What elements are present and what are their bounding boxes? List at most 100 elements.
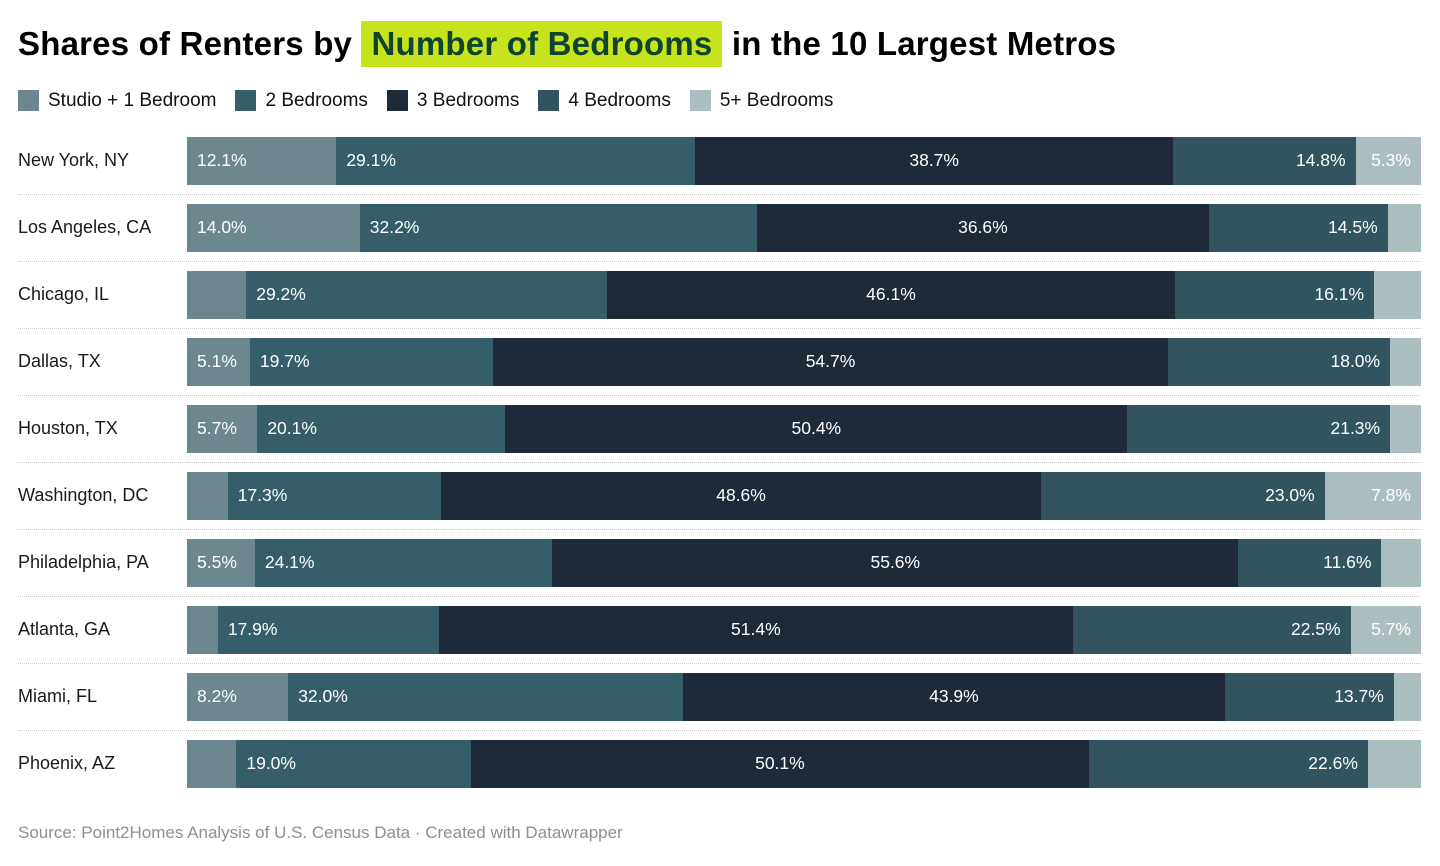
segment-value-label: 48.6% — [716, 485, 766, 506]
title-highlight: Number of Bedrooms — [361, 21, 723, 67]
bar-segment-2-bedrooms: 32.0% — [288, 672, 684, 721]
row-divider — [18, 528, 1421, 530]
segment-value-label: 20.1% — [267, 418, 317, 439]
segment-value-label: 13.7% — [1334, 686, 1384, 707]
stacked-bar: 12.1% 29.1% 38.7% 14.8% 5.3% — [187, 136, 1421, 185]
metro-row: Phoenix, AZ 19.0% 50.1% 22.6% — [18, 739, 1421, 788]
metro-row: Dallas, TX 5.1% 19.7% 54.7% 18.0% — [18, 337, 1421, 386]
segment-value-label: 8.2% — [197, 686, 237, 707]
bar-segment-studio-1-bedroom — [187, 471, 228, 520]
metro-row: Houston, TX 5.7% 20.1% 50.4% 21.3% — [18, 404, 1421, 453]
segment-value-label: 54.7% — [805, 351, 856, 372]
stacked-bar: 5.5% 24.1% 55.6% 11.6% — [187, 538, 1421, 587]
metro-row: Washington, DC 17.3% 48.6% 23.0% 7.8% — [18, 471, 1421, 520]
bar-segment-studio-1-bedroom: 12.1% — [187, 136, 337, 185]
row-divider — [18, 595, 1421, 597]
metro-label: Phoenix, AZ — [18, 753, 116, 774]
legend-item-3-bedrooms: 3 Bedrooms — [386, 90, 519, 112]
bar-segment-2-bedrooms: 29.1% — [336, 136, 696, 185]
legend-item-4-bedrooms: 4 Bedrooms — [538, 90, 671, 112]
segment-value-label: 17.3% — [237, 485, 288, 506]
segment-value-label: 7.8% — [1371, 485, 1411, 506]
segment-value-label: 5.7% — [1371, 619, 1411, 640]
legend-item-studio-1-bedroom: Studio + 1 Bedroom — [18, 90, 216, 112]
segment-value-label: 5.5% — [197, 552, 237, 573]
segment-value-label: 22.5% — [1291, 619, 1341, 640]
stacked-bar-chart: New York, NY 12.1% 29.1% 38.7% 14.8% 5.3% Los … — [18, 136, 1421, 788]
bar-segment-5-plus-bedrooms: 7.8% — [1324, 471, 1421, 520]
segment-value-label: 38.7% — [909, 150, 959, 171]
segment-value-label: 12.1% — [197, 150, 247, 171]
segment-value-label: 36.6% — [958, 217, 1008, 238]
bar-segment-4-bedrooms: 14.5% — [1208, 203, 1388, 252]
metro-label: New York, NY — [18, 150, 130, 171]
legend-item-2-bedrooms: 2 Bedrooms — [235, 89, 368, 112]
segment-value-label: 5.7% — [197, 418, 237, 439]
bar-segment-2-bedrooms: 19.7% — [249, 337, 494, 386]
row-divider — [18, 327, 1421, 329]
bar-segment-studio-1-bedroom: 8.2% — [187, 672, 289, 721]
metro-row: Philadelphia, PA 5.5% 24.1% 55.6% 11.6% — [18, 538, 1421, 587]
stacked-bar: 5.1% 19.7% 54.7% 18.0% — [187, 337, 1421, 386]
bar-segment-studio-1-bedroom — [187, 270, 247, 319]
segment-value-label: 55.6% — [870, 552, 921, 573]
segment-value-label: 50.1% — [755, 753, 805, 774]
bar-segment-4-bedrooms: 11.6% — [1238, 538, 1382, 587]
bar-segment-5-plus-bedrooms — [1381, 538, 1421, 587]
bar-segment-2-bedrooms: 20.1% — [257, 404, 506, 453]
segment-value-label: 32.2% — [369, 217, 420, 238]
bar-segment-4-bedrooms: 22.5% — [1072, 605, 1351, 654]
bar-segment-5-plus-bedrooms — [1387, 203, 1421, 252]
segment-value-label: 5.1% — [197, 351, 237, 372]
bar-segment-4-bedrooms: 13.7% — [1224, 672, 1394, 721]
bar-segment-5-plus-bedrooms — [1393, 672, 1421, 721]
bar-segment-studio-1-bedroom: 5.7% — [187, 404, 258, 453]
segment-value-label: 23.0% — [1265, 485, 1315, 506]
bar-segment-5-plus-bedrooms: 5.3% — [1355, 136, 1421, 185]
bar-segment-5-plus-bedrooms: 5.7% — [1350, 605, 1421, 654]
segment-value-label: 29.2% — [256, 284, 306, 305]
legend-label: 2 Bedrooms — [265, 89, 368, 111]
stacked-bar: 17.3% 48.6% 23.0% 7.8% — [187, 471, 1421, 520]
row-divider — [18, 394, 1421, 396]
row-divider — [18, 193, 1421, 195]
bar-segment-3-bedrooms: 48.6% — [441, 471, 1041, 520]
bar-segment-2-bedrooms: 32.2% — [359, 203, 758, 252]
bar-segment-4-bedrooms: 16.1% — [1175, 270, 1375, 319]
stacked-bar: 29.2% 46.1% 16.1% — [187, 270, 1421, 319]
metro-row: Miami, FL 8.2% 32.0% 43.9% 13.7% — [18, 672, 1421, 721]
segment-value-label: 14.5% — [1328, 217, 1378, 238]
bar-segment-5-plus-bedrooms — [1367, 739, 1421, 788]
segment-value-label: 24.1% — [264, 552, 315, 573]
bar-segment-4-bedrooms: 22.6% — [1089, 739, 1368, 788]
bar-segment-5-plus-bedrooms — [1390, 404, 1421, 453]
segment-value-label: 50.4% — [791, 418, 842, 439]
bar-segment-studio-1-bedroom — [187, 739, 237, 788]
bar-segment-2-bedrooms: 19.0% — [236, 739, 471, 788]
metro-label: Chicago, IL — [18, 284, 110, 305]
segment-value-label: 19.0% — [246, 753, 296, 774]
segment-value-label: 46.1% — [866, 284, 916, 305]
metro-label: Los Angeles, CA — [18, 217, 152, 238]
bar-segment-studio-1-bedroom — [187, 605, 218, 654]
source-note: Source: Point2Homes Analysis of U.S. Cen… — [18, 822, 623, 842]
chart-card: Shares of Renters by Number of Bedrooms … — [18, 21, 1421, 842]
legend-swatch-icon — [689, 90, 711, 112]
segment-value-label: 16.1% — [1314, 284, 1365, 305]
bar-segment-3-bedrooms: 46.1% — [606, 270, 1176, 319]
metro-label: Dallas, TX — [18, 351, 101, 372]
stacked-bar: 14.0% 32.2% 36.6% 14.5% — [187, 203, 1421, 252]
row-divider — [18, 662, 1421, 664]
legend-label: 5+ Bedrooms — [719, 89, 834, 111]
bar-segment-studio-1-bedroom: 5.5% — [187, 538, 255, 587]
segment-value-label: 19.7% — [259, 351, 310, 372]
title-pre: Shares of Renters by — [18, 25, 362, 62]
legend-swatch-icon — [538, 90, 560, 112]
bar-segment-3-bedrooms: 51.4% — [438, 605, 1073, 654]
legend-item-5-plus-bedrooms: 5+ Bedrooms — [689, 89, 834, 112]
bar-segment-3-bedrooms: 54.7% — [493, 337, 1168, 386]
bar-segment-5-plus-bedrooms — [1374, 270, 1421, 319]
stacked-bar: 8.2% 32.0% 43.9% 13.7% — [187, 672, 1421, 721]
bar-segment-3-bedrooms: 38.7% — [695, 136, 1173, 185]
metro-row: Atlanta, GA 17.9% 51.4% 22.5% 5.7% — [18, 605, 1421, 654]
